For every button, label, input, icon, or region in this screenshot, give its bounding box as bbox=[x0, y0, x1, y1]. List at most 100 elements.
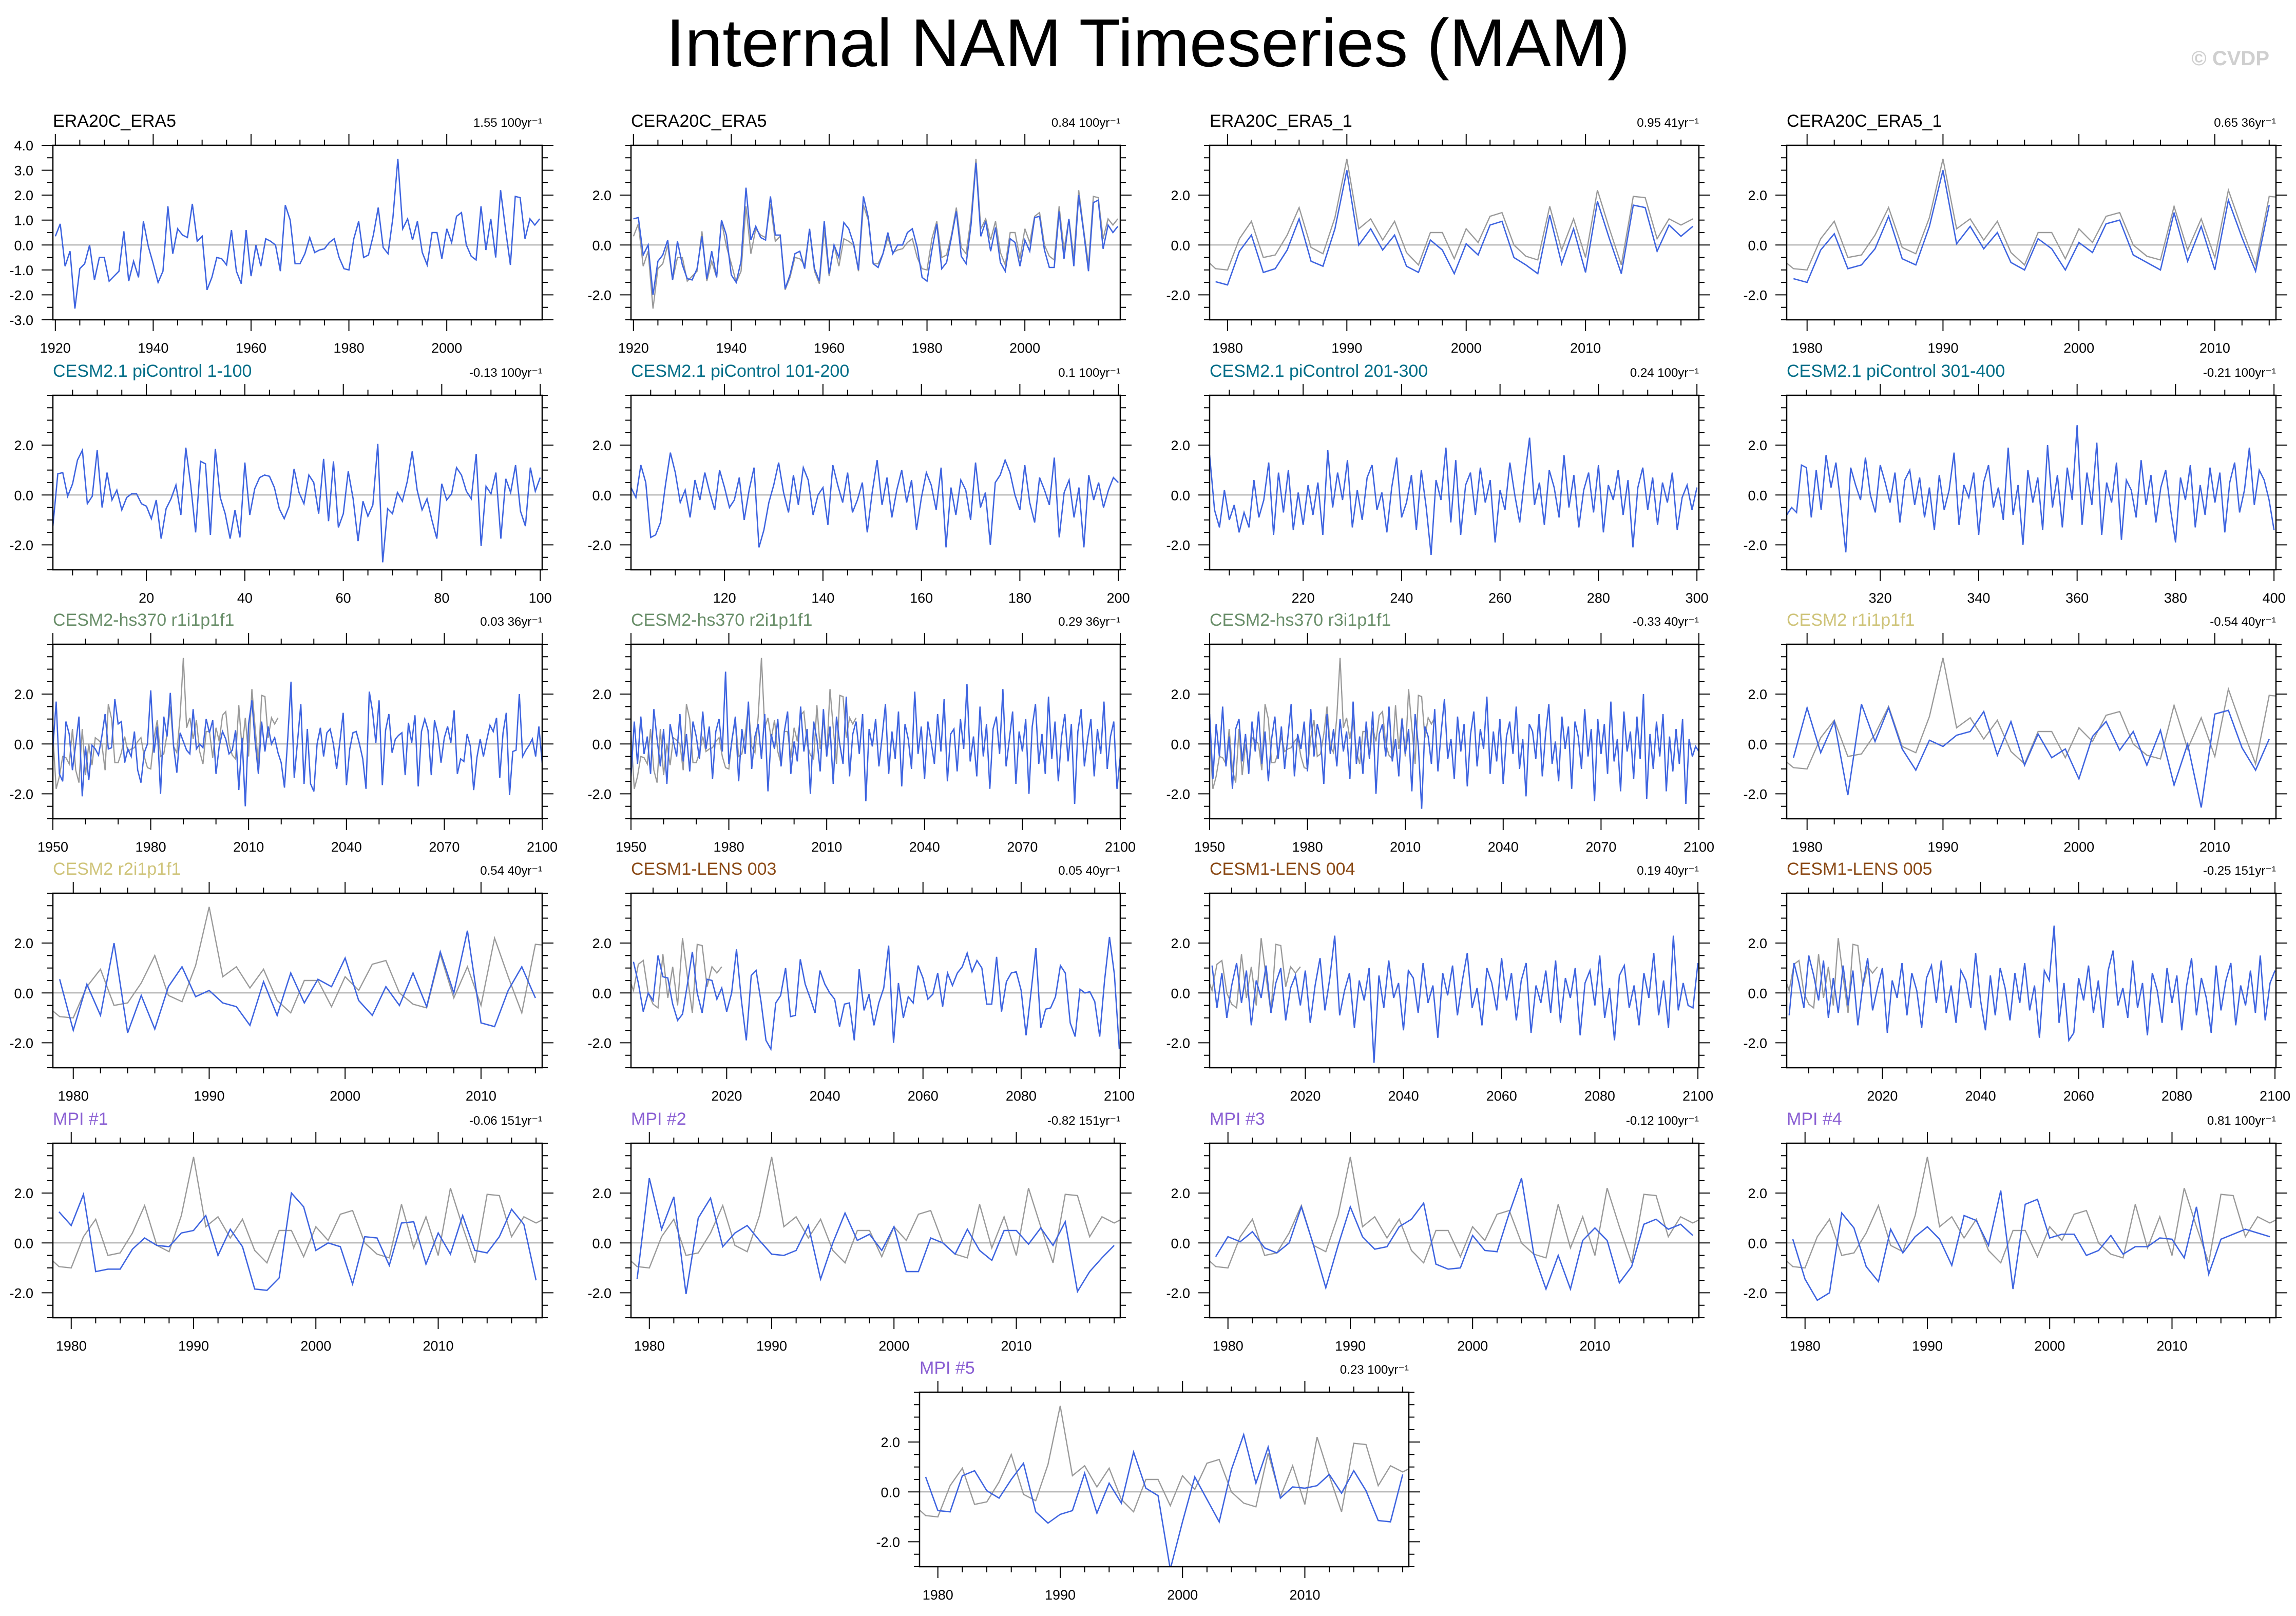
x-axis bbox=[648, 1132, 1115, 1329]
panel-title: CERA20C_ERA5_1 bbox=[1787, 111, 1942, 131]
x-tick-label: 1990 bbox=[1912, 1338, 1943, 1354]
x-tick-label: 2010 bbox=[233, 839, 264, 855]
obs-series-line bbox=[1210, 658, 1436, 790]
panel-cesm2-r2i1p1f1: CESM2 r2i1p1f1 0.54 40yr⁻¹ 1980 1990 2000 201… bbox=[9, 859, 553, 1104]
y-tick-label: -2.0 bbox=[1166, 786, 1190, 802]
model-series-line bbox=[1788, 925, 2276, 1043]
obs-series-line bbox=[53, 658, 279, 790]
x-tick-label: 2010 bbox=[811, 839, 842, 855]
y-axis bbox=[42, 893, 553, 1068]
y-tick-label: 0.0 bbox=[881, 1485, 900, 1500]
panel-cesm2-hs370-r1i1p1f1: CESM2-hs370 r1i1p1f1 0.03 36yr⁻¹ 1950 1980 2… bbox=[9, 610, 558, 855]
trend-label: -0.06 151yr⁻¹ bbox=[469, 1114, 542, 1128]
x-tick-label: 2000 bbox=[431, 340, 462, 356]
panel-cera20c-era5-1: CERA20C_ERA5_1 0.65 36yr⁻¹ 1980 1990 2000 201… bbox=[1743, 111, 2287, 356]
panel-era20c-era5-1: ERA20C_ERA5_1 0.95 41yr⁻¹ 1980 1990 2000 2010… bbox=[1166, 111, 1710, 356]
y-tick-label: 2.0 bbox=[1748, 936, 1767, 951]
x-tick-label: 2010 bbox=[1289, 1587, 1320, 1603]
x-tick-label: 2010 bbox=[2156, 1338, 2187, 1354]
panel-cesm2-1-picontrol-301-400: CESM2.1 piControl 301-400 -0.21 100yr⁻¹ 32… bbox=[1743, 361, 2287, 606]
y-axis bbox=[908, 1392, 1420, 1567]
y-axis bbox=[620, 395, 1132, 570]
trend-label: 0.19 40yr⁻¹ bbox=[1637, 864, 1699, 878]
y-axis bbox=[1775, 893, 2287, 1068]
plot-frame bbox=[1786, 892, 2277, 1069]
panel-title: CESM1-LENS 004 bbox=[1210, 859, 1355, 879]
plot-area bbox=[631, 936, 1120, 1051]
y-tick-label: -2.0 bbox=[587, 1285, 611, 1301]
panel-mpi-4: MPI #4 0.81 100yr⁻¹ 1980 1990 2000 2010 2.0 0.0… bbox=[1743, 1109, 2287, 1354]
panel-mpi-1: MPI #1 -0.06 151yr⁻¹ 1980 1990 2000 2010 2.0 0.… bbox=[9, 1109, 553, 1354]
y-tick-label: 2.0 bbox=[1171, 1186, 1190, 1201]
x-tick-label: 2000 bbox=[1451, 340, 1482, 356]
x-tick-label: 1980 bbox=[923, 1587, 953, 1603]
plot-area bbox=[1787, 1157, 2276, 1301]
x-axis bbox=[630, 633, 1121, 830]
x-tick-label: 180 bbox=[1008, 590, 1031, 606]
x-tick-label: 2040 bbox=[810, 1088, 840, 1104]
obs-series-line bbox=[1210, 1157, 1699, 1269]
plot-frame bbox=[52, 144, 543, 321]
x-tick-label: 380 bbox=[2164, 590, 2187, 606]
y-tick-label: -2.0 bbox=[587, 1035, 611, 1051]
panel-title: CESM2-hs370 r1i1p1f1 bbox=[53, 610, 234, 630]
x-axis bbox=[52, 633, 543, 830]
x-tick-label: 2100 bbox=[1683, 839, 1714, 855]
x-tick-label: 1980 bbox=[1292, 839, 1323, 855]
panel-era20c-era5: ERA20C_ERA5 1.55 100yr⁻¹ 1920 1940 1960 1980 2… bbox=[9, 111, 553, 356]
x-tick-label: 1980 bbox=[136, 839, 166, 855]
y-axis bbox=[1198, 395, 1710, 570]
panel-title: CESM1-LENS 003 bbox=[631, 859, 776, 879]
x-tick-label: 160 bbox=[910, 590, 933, 606]
x-tick-label: 2070 bbox=[429, 839, 460, 855]
x-tick-label: 260 bbox=[1488, 590, 1511, 606]
x-tick-label: 2080 bbox=[2161, 1088, 2192, 1104]
plot-frame bbox=[1209, 394, 1700, 571]
y-axis bbox=[1198, 893, 1710, 1068]
y-tick-label: -2.0 bbox=[1743, 1285, 1767, 1301]
x-tick-label: 2000 bbox=[2063, 340, 2094, 356]
obs-series-line bbox=[631, 658, 857, 790]
x-axis bbox=[1804, 1132, 2271, 1329]
plot-frame bbox=[630, 1142, 1121, 1319]
x-axis bbox=[1806, 384, 2275, 581]
plot-area bbox=[631, 1157, 1120, 1295]
panel-title: CESM2 r2i1p1f1 bbox=[53, 859, 181, 879]
y-tick-label: 0.0 bbox=[1171, 238, 1190, 253]
trend-label: 1.55 100yr⁻¹ bbox=[473, 116, 542, 130]
panel-cesm2-1-picontrol-1-100: CESM2.1 piControl 1-100 -0.13 100yr⁻¹ 20 40… bbox=[9, 361, 553, 606]
trend-label: -0.82 151yr⁻¹ bbox=[1047, 1114, 1120, 1128]
cvdp-watermark: © CVDP bbox=[2191, 47, 2269, 70]
panel-cesm2-hs370-r3i1p1f1: CESM2-hs370 r3i1p1f1 -0.33 40yr⁻¹ 1950 1980… bbox=[1166, 610, 1714, 855]
y-tick-label: 2.0 bbox=[592, 1186, 611, 1201]
x-tick-label: 1980 bbox=[634, 1338, 665, 1354]
plot-area bbox=[1210, 159, 1694, 286]
y-tick-label: -2.0 bbox=[9, 537, 33, 553]
trend-label: 0.23 100yr⁻¹ bbox=[1340, 1363, 1409, 1377]
panel-mpi-2: MPI #2 -0.82 151yr⁻¹ 1980 1990 2000 2010 2.0 0.… bbox=[587, 1109, 1132, 1354]
y-axis bbox=[1198, 145, 1710, 320]
panel-title: MPI #1 bbox=[53, 1109, 108, 1129]
panel-cesm2-1-picontrol-201-300: CESM2.1 piControl 201-300 0.24 100yr⁻¹ 220… bbox=[1166, 361, 1710, 606]
y-tick-label: -2.0 bbox=[9, 1035, 33, 1051]
plot-frame bbox=[630, 394, 1121, 571]
y-tick-label: 2.0 bbox=[1748, 438, 1767, 453]
x-tick-label: 2060 bbox=[2063, 1088, 2094, 1104]
model-series-line bbox=[1211, 935, 1699, 1063]
y-tick-label: -2.0 bbox=[9, 786, 33, 802]
x-axis bbox=[650, 384, 1119, 581]
x-tick-label: 2010 bbox=[423, 1338, 453, 1354]
plot-frame bbox=[52, 394, 543, 571]
plot-frame bbox=[1209, 1142, 1700, 1319]
x-tick-label: 2060 bbox=[908, 1088, 939, 1104]
x-tick-label: 2070 bbox=[1007, 839, 1038, 855]
x-tick-label: 80 bbox=[434, 590, 449, 606]
x-tick-label: 2000 bbox=[1009, 340, 1040, 356]
panel-title: MPI #3 bbox=[1210, 1109, 1265, 1129]
plot-frame bbox=[52, 643, 543, 820]
plot-frame bbox=[52, 1142, 543, 1319]
model-series-line bbox=[633, 936, 1120, 1051]
plot-area bbox=[920, 1406, 1409, 1567]
x-tick-label: 300 bbox=[1686, 590, 1709, 606]
